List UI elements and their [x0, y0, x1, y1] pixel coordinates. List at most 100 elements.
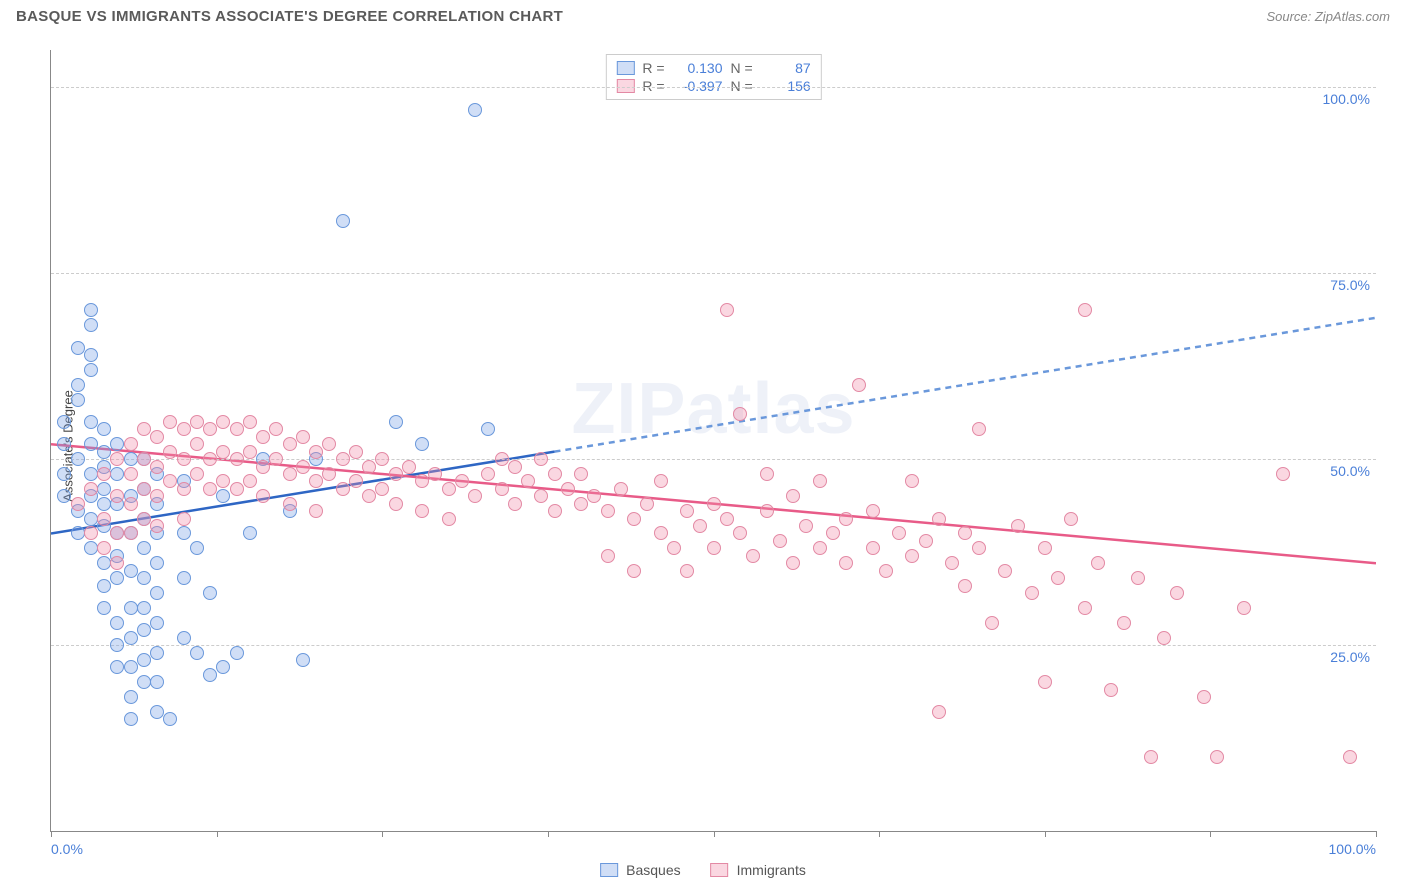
data-point [283, 467, 297, 481]
data-point [495, 482, 509, 496]
data-point [1144, 750, 1158, 764]
data-point [402, 460, 416, 474]
data-point [256, 489, 270, 503]
data-point [230, 482, 244, 496]
data-point [932, 512, 946, 526]
data-point [124, 452, 138, 466]
data-point [1170, 586, 1184, 600]
data-point [654, 526, 668, 540]
r-value-immigrants: -0.397 [673, 78, 723, 94]
xtick [1210, 831, 1211, 837]
data-point [892, 526, 906, 540]
data-point [972, 422, 986, 436]
data-point [667, 541, 681, 555]
data-point [71, 378, 85, 392]
n-value-immigrants: 156 [761, 78, 811, 94]
gridline-h [51, 645, 1376, 646]
ytick-label: 25.0% [1330, 649, 1370, 665]
data-point [945, 556, 959, 570]
data-point [574, 467, 588, 481]
data-point [733, 526, 747, 540]
data-point [243, 526, 257, 540]
ytick-label: 75.0% [1330, 277, 1370, 293]
data-point [495, 452, 509, 466]
data-point [150, 646, 164, 660]
data-point [84, 526, 98, 540]
data-point [163, 445, 177, 459]
data-point [481, 422, 495, 436]
chart-title: BASQUE VS IMMIGRANTS ASSOCIATE'S DEGREE … [16, 8, 563, 25]
data-point [97, 601, 111, 615]
data-point [71, 341, 85, 355]
stats-row-basques: R = 0.130 N = 87 [616, 59, 810, 77]
trend-lines-layer [51, 50, 1376, 831]
watermark-text: ZIPatlas [571, 368, 855, 450]
r-label: R = [642, 78, 664, 94]
data-point [97, 579, 111, 593]
data-point [190, 415, 204, 429]
data-point [177, 452, 191, 466]
data-point [508, 497, 522, 511]
legend-item-basques: Basques [600, 862, 680, 878]
data-point [813, 541, 827, 555]
data-point [124, 660, 138, 674]
data-point [124, 497, 138, 511]
data-point [1157, 631, 1171, 645]
data-point [521, 474, 535, 488]
legend-label-basques: Basques [626, 862, 680, 878]
data-point [1011, 519, 1025, 533]
data-point [150, 705, 164, 719]
n-value-basques: 87 [761, 60, 811, 76]
data-point [309, 445, 323, 459]
bottom-legend: Basques Immigrants [600, 862, 806, 878]
data-point [124, 564, 138, 578]
swatch-immigrants-icon [616, 79, 634, 93]
data-point [336, 482, 350, 496]
data-point [627, 564, 641, 578]
data-point [905, 549, 919, 563]
swatch-immigrants-icon [711, 863, 729, 877]
data-point [826, 526, 840, 540]
data-point [1210, 750, 1224, 764]
data-point [1091, 556, 1105, 570]
data-point [468, 103, 482, 117]
data-point [84, 541, 98, 555]
data-point [97, 482, 111, 496]
data-point [177, 482, 191, 496]
data-point [150, 556, 164, 570]
xtick [382, 831, 383, 837]
data-point [71, 393, 85, 407]
data-point [680, 564, 694, 578]
data-point [84, 467, 98, 481]
data-point [203, 586, 217, 600]
xtick [217, 831, 218, 837]
data-point [879, 564, 893, 578]
data-point [1276, 467, 1290, 481]
source-label: Source: ZipAtlas.com [1266, 9, 1390, 24]
xtick-label-right: 100.0% [1329, 841, 1376, 857]
data-point [110, 526, 124, 540]
data-point [84, 512, 98, 526]
data-point [190, 646, 204, 660]
data-point [813, 474, 827, 488]
data-point [1064, 512, 1078, 526]
data-point [707, 497, 721, 511]
data-point [322, 467, 336, 481]
data-point [124, 526, 138, 540]
data-point [1131, 571, 1145, 585]
data-point [97, 541, 111, 555]
data-point [230, 646, 244, 660]
xtick [714, 831, 715, 837]
data-point [243, 415, 257, 429]
data-point [627, 512, 641, 526]
data-point [150, 586, 164, 600]
data-point [746, 549, 760, 563]
data-point [389, 467, 403, 481]
data-point [216, 489, 230, 503]
data-point [216, 445, 230, 459]
data-point [296, 460, 310, 474]
data-point [150, 489, 164, 503]
data-point [57, 489, 71, 503]
data-point [760, 504, 774, 518]
data-point [839, 556, 853, 570]
